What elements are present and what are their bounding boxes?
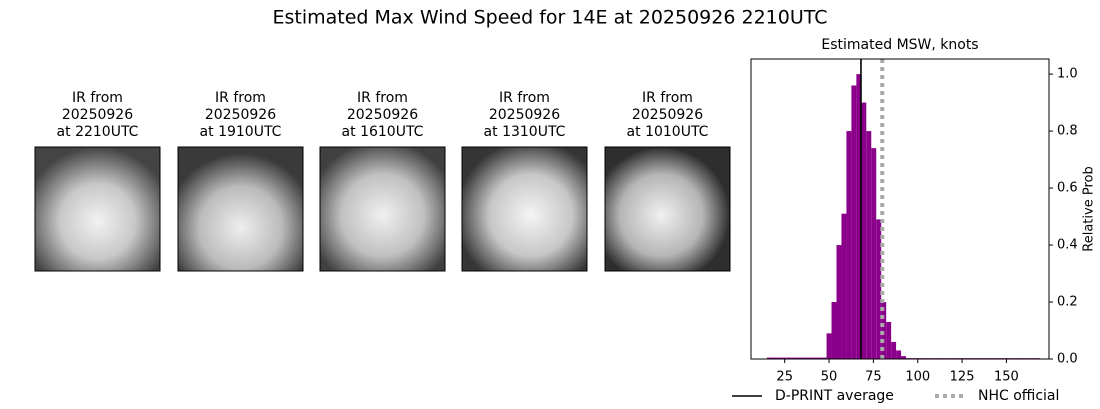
- figure-title: Estimated Max Wind Speed for 14E at 2025…: [272, 7, 827, 29]
- panel-label: at 1010UTC: [627, 124, 709, 140]
- satellite-image: [177, 146, 304, 272]
- histogram-bar: [851, 85, 857, 359]
- x-tick-label: 150: [994, 370, 1019, 385]
- panel-label: IR from: [642, 90, 693, 106]
- histogram-bar: [796, 357, 802, 359]
- x-tick-label: 75: [865, 370, 882, 385]
- legend-label: NHC official: [978, 388, 1059, 404]
- y-tick-label: 0.2: [1057, 295, 1078, 310]
- panel-label: at 2210UTC: [57, 124, 139, 140]
- histogram-bar: [876, 219, 882, 359]
- satellite-image: [604, 146, 731, 272]
- x-tick-label: 125: [950, 370, 975, 385]
- histogram-bar: [846, 131, 852, 359]
- panel-label: at 1910UTC: [200, 124, 282, 140]
- panel-label: 20250926: [205, 107, 276, 123]
- panel-label: at 1610UTC: [342, 124, 424, 140]
- histogram-bar: [881, 302, 887, 359]
- y-tick-label: 0.6: [1057, 181, 1078, 196]
- y-tick-label: 1.0: [1057, 67, 1078, 82]
- satellite-image: [461, 146, 588, 272]
- histogram-bar: [791, 357, 797, 359]
- panel-label: at 1310UTC: [484, 124, 566, 140]
- histogram-bar: [861, 102, 867, 359]
- histogram-bar: [901, 356, 907, 359]
- histogram-bar: [786, 357, 792, 359]
- panel-label: 20250926: [347, 107, 418, 123]
- y-tick-label: 0.8: [1057, 124, 1078, 139]
- x-tick-label: 100: [905, 370, 930, 385]
- panel-label: 20250926: [632, 107, 703, 123]
- histogram-bar: [836, 245, 842, 359]
- histogram-bar: [856, 74, 862, 359]
- panel-label: 20250926: [489, 107, 560, 123]
- histogram-bar: [806, 357, 812, 359]
- panel-label: IR from: [499, 90, 550, 106]
- y-tick-label: 0.4: [1057, 238, 1078, 253]
- histogram-bar: [776, 357, 782, 359]
- histogram-bar: [896, 350, 902, 359]
- histogram-bar: [886, 321, 892, 359]
- legend-label: D-PRINT average: [775, 388, 894, 404]
- satellite-image: [319, 146, 446, 272]
- y-tick-label: 0.0: [1057, 352, 1078, 367]
- histogram-bar: [801, 357, 807, 359]
- histogram-bar: [866, 131, 872, 359]
- histogram-bar: [821, 357, 827, 359]
- x-tick-label: 25: [776, 370, 793, 385]
- y-axis-label: Relative Prob: [1082, 166, 1097, 251]
- histogram-bar: [766, 357, 772, 359]
- satellite-image: [34, 146, 161, 272]
- panel-label: IR from: [72, 90, 123, 106]
- histogram-bar: [841, 213, 847, 359]
- panel-label: IR from: [357, 90, 408, 106]
- panel-label: 20250926: [62, 107, 133, 123]
- histogram-bar: [826, 333, 832, 359]
- histogram-bar: [816, 357, 822, 359]
- histogram-bar: [781, 357, 787, 359]
- histogram-bar: [871, 148, 877, 359]
- histogram-bar: [831, 302, 837, 359]
- histogram-bar: [771, 357, 777, 359]
- image-panels: [34, 146, 731, 272]
- chart-title: Estimated MSW, knots: [821, 37, 978, 53]
- histogram-bar: [891, 341, 897, 359]
- panel-label: IR from: [215, 90, 266, 106]
- plot-frame: [750, 58, 1050, 360]
- x-tick-label: 50: [821, 370, 838, 385]
- histogram-bar: [811, 357, 817, 359]
